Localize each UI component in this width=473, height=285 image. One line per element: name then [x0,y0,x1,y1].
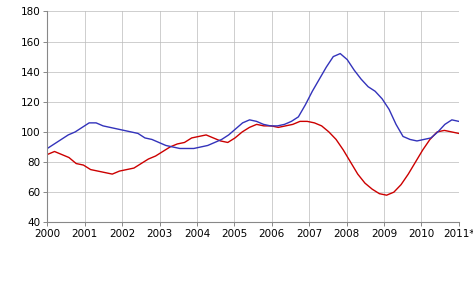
Residential buildings [138,162,144,165]
Residential buildings [384,194,389,197]
Other than residential buildings [177,147,183,150]
Residential buildings [405,172,411,176]
Residential buildings [44,153,50,156]
Other than residential buildings [163,144,169,147]
Residential buildings [326,130,332,134]
Residential buildings [456,132,462,135]
Residential buildings [441,129,447,132]
Other than residential buildings [303,103,308,107]
Other than residential buildings [114,127,120,131]
Other than residential buildings [44,147,50,150]
Other than residential buildings [337,52,343,55]
Other than residential buildings [149,138,155,141]
Residential buildings [297,120,303,123]
Residential buildings [146,157,151,161]
Other than residential buildings [456,120,462,123]
Other than residential buildings [184,147,190,150]
Line: Other than residential buildings: Other than residential buildings [47,54,459,148]
Line: Residential buildings: Residential buildings [47,121,459,195]
Residential buildings [355,172,360,176]
